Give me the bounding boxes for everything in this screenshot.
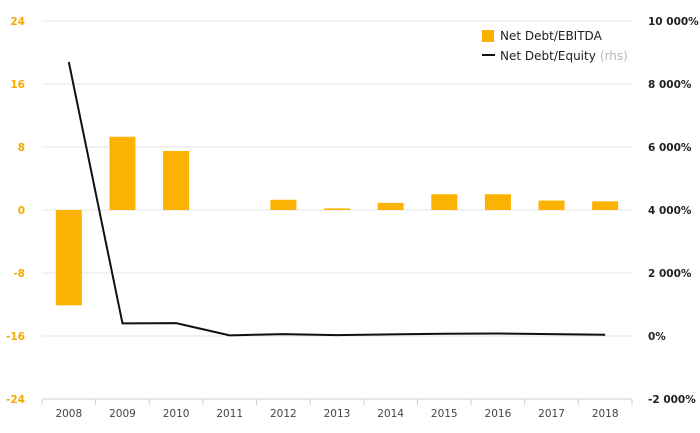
legend: Net Debt/EBITDA Net Debt/Equity (rhs) <box>482 29 628 63</box>
bar-2008 <box>55 210 82 306</box>
x-tick-label-2008: 2008 <box>55 408 82 420</box>
bar-2014 <box>377 202 404 210</box>
y-axis-left: 24 16 8 0 -8 -16 -24 <box>6 16 25 406</box>
x-tick-label-2014: 2014 <box>377 408 404 420</box>
y-left-tick-label: -16 <box>6 331 25 343</box>
x-tick-label-2011: 2011 <box>216 408 243 420</box>
x-tick-label-2013: 2013 <box>324 408 351 420</box>
y-right-tick-label: 4 000% <box>648 205 692 217</box>
bar-2015 <box>431 194 458 210</box>
bar-2018 <box>592 201 619 210</box>
legend-rhs-note: (rhs) <box>600 49 628 63</box>
x-tick-label-2012: 2012 <box>270 408 297 420</box>
y-left-tick-label: 0 <box>18 205 25 217</box>
bar-2016 <box>484 194 511 210</box>
x-tick-label-2009: 2009 <box>109 408 136 420</box>
legend-label-bar: Net Debt/EBITDA <box>500 29 603 43</box>
x-tick-label-2016: 2016 <box>485 408 512 420</box>
x-tick-label-2010: 2010 <box>163 408 190 420</box>
line-series <box>67 61 606 337</box>
x-tick-label-2017: 2017 <box>538 408 565 420</box>
y-right-tick-label: 2 000% <box>648 268 692 280</box>
x-tick-label-2015: 2015 <box>431 408 458 420</box>
y-left-tick-label: -8 <box>13 268 25 280</box>
x-tick-label-2018: 2018 <box>592 408 619 420</box>
y-left-tick-label: 8 <box>18 142 25 154</box>
bar-2012 <box>270 199 297 210</box>
bar-series <box>55 136 619 306</box>
y-right-tick-label: -2 000% <box>648 394 696 406</box>
x-axis: 2008 2009 2010 2011 2012 2013 2014 2015 2016 2017… <box>41 398 633 420</box>
bar-2017 <box>538 200 565 210</box>
y-left-tick-label: 16 <box>10 79 25 91</box>
y-right-tick-label: 10 000% <box>648 16 699 28</box>
bar-2010 <box>163 150 190 210</box>
y-axis-right: 10 000% 8 000% 6 000% 4 000% 2 000% 0% -2 000% <box>648 16 699 406</box>
bar-2009 <box>109 136 136 210</box>
y-right-tick-label: 6 000% <box>648 142 692 154</box>
legend-label-line: Net Debt/Equity <box>500 49 596 63</box>
y-right-tick-label: 0% <box>648 331 666 343</box>
bar-2013 <box>324 208 350 210</box>
line-net-debt-equity <box>67 61 606 337</box>
legend-label-line-group: Net Debt/Equity (rhs) <box>500 49 628 63</box>
y-right-tick-label: 8 000% <box>648 79 692 91</box>
legend-swatch-bar <box>482 30 494 42</box>
y-left-tick-label: -24 <box>6 394 25 406</box>
y-left-tick-label: 24 <box>10 16 25 28</box>
